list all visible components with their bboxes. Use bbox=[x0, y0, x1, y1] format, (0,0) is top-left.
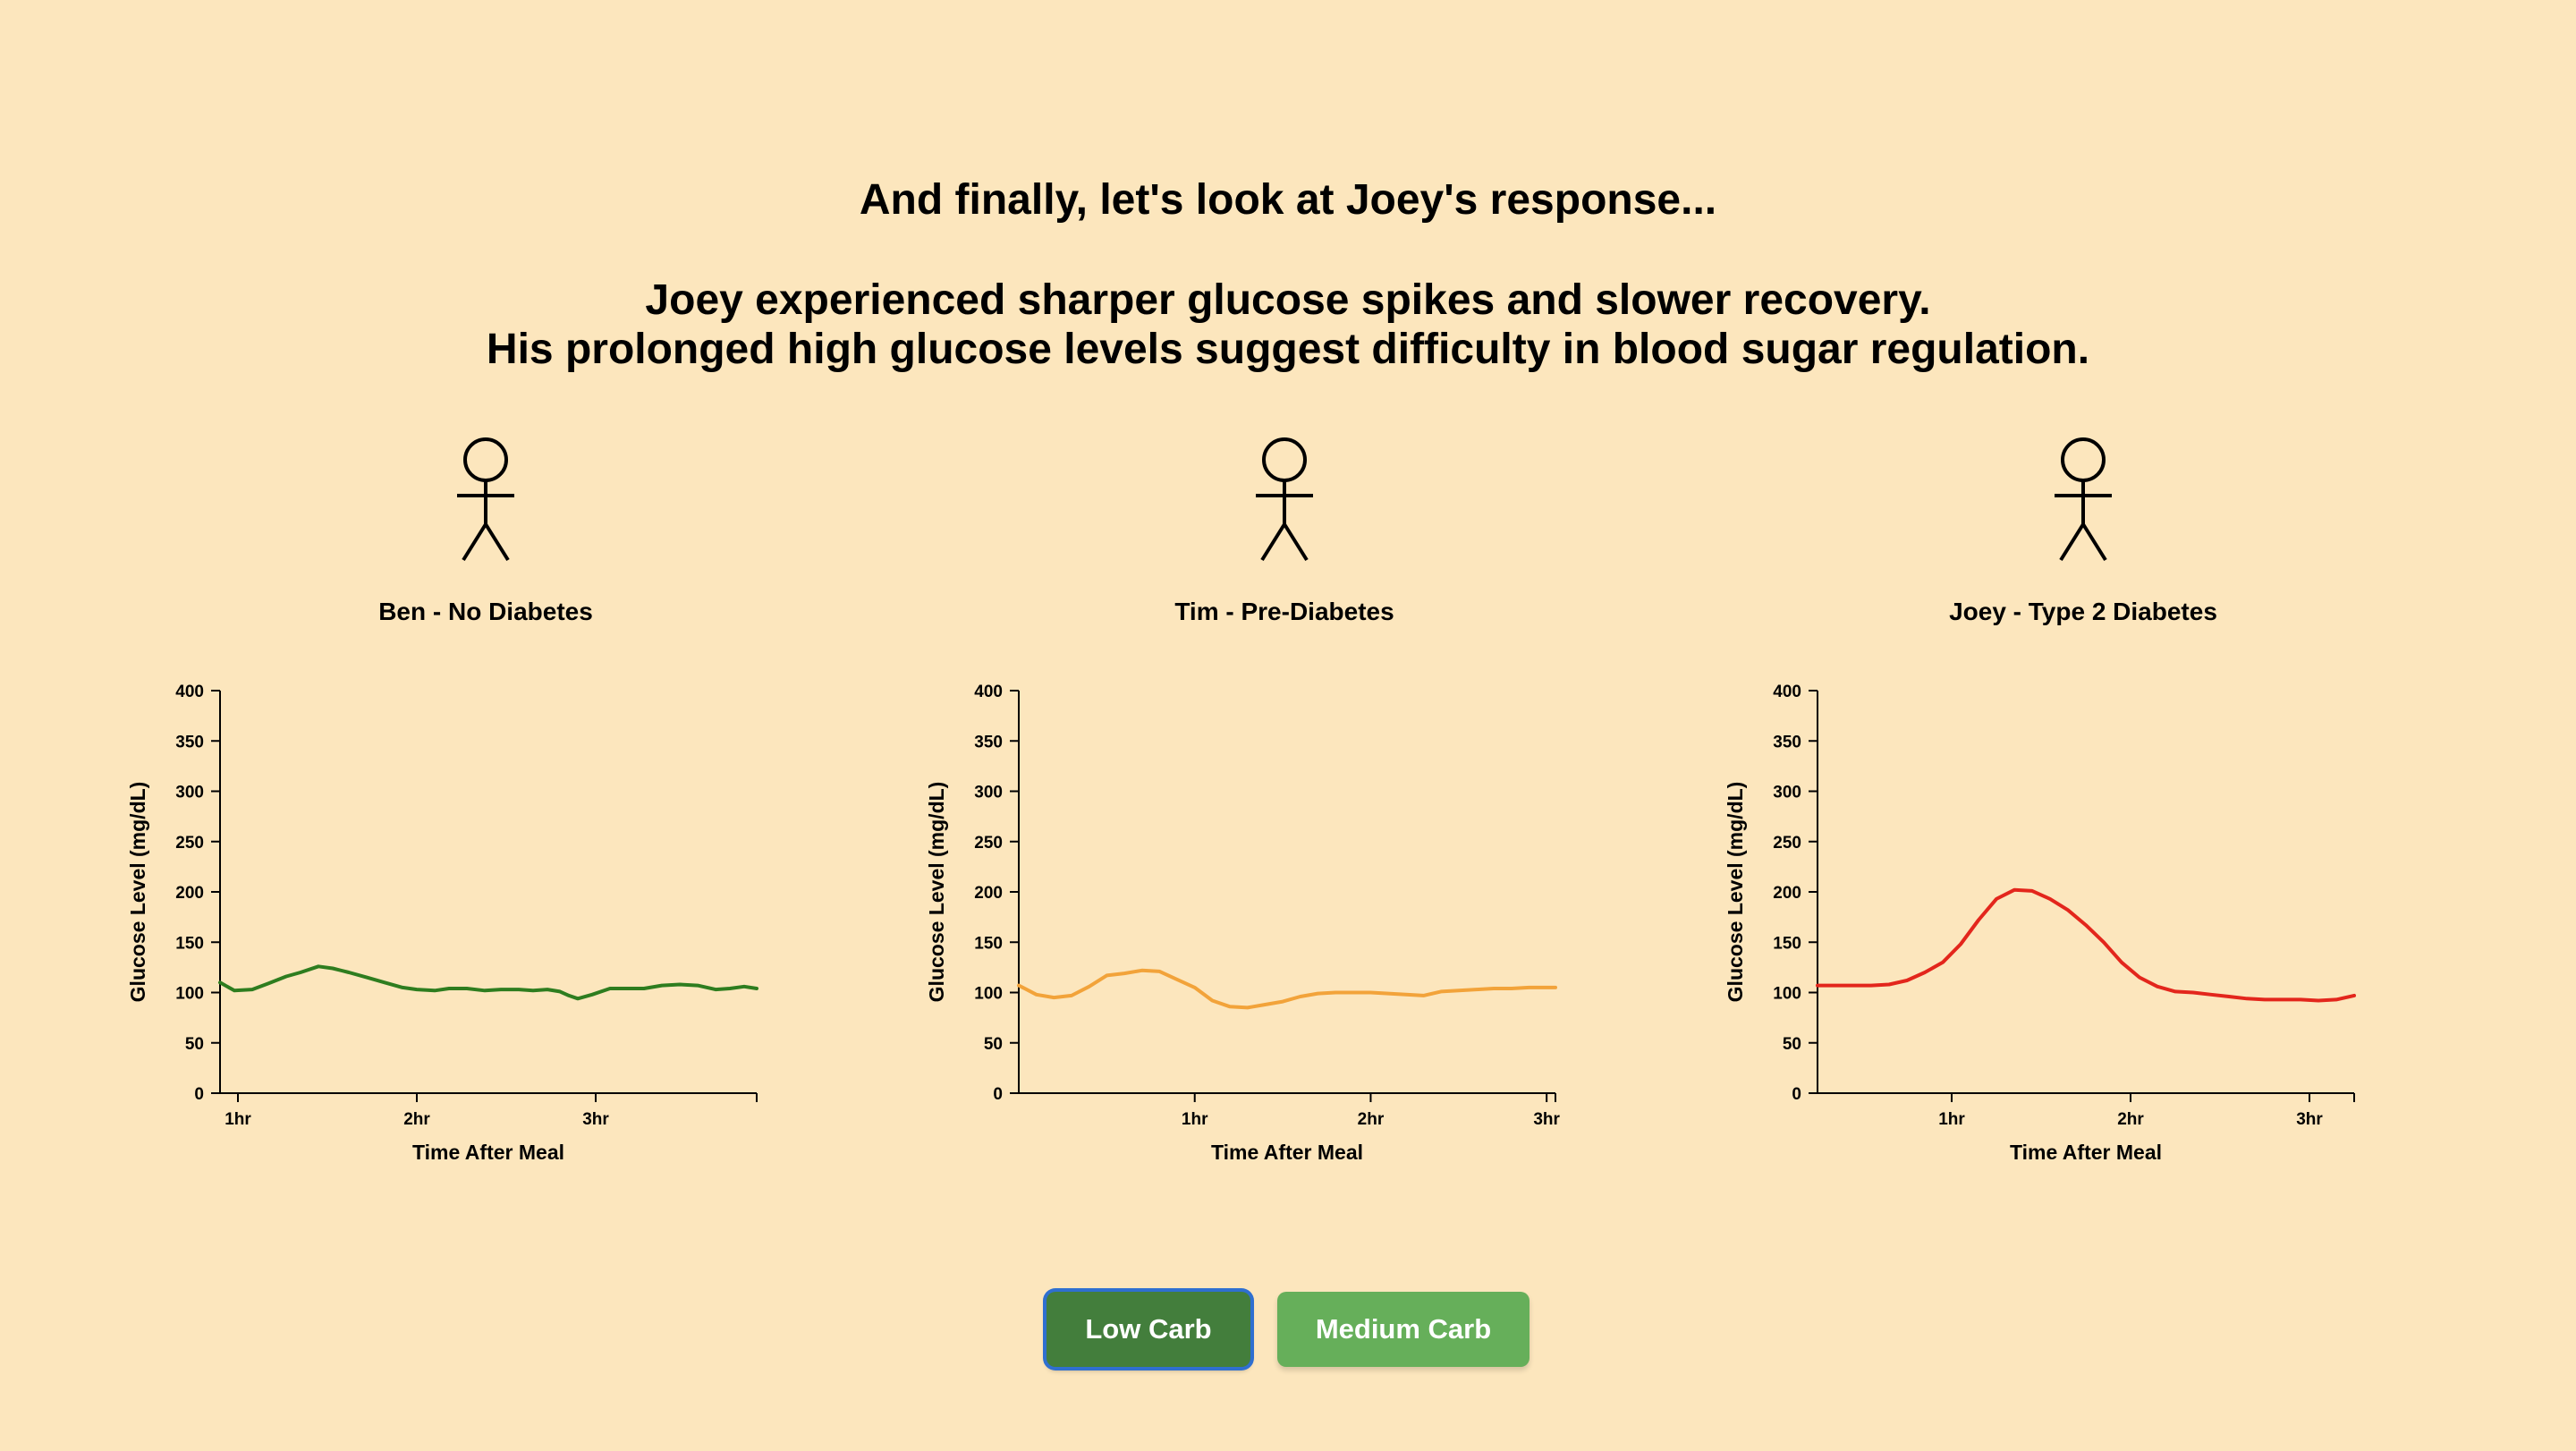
y-tick-label: 300 bbox=[1773, 784, 1801, 802]
x-axis-label: Time After Meal bbox=[412, 1141, 564, 1164]
y-tick-label: 200 bbox=[974, 884, 1003, 903]
glucose-series-line bbox=[1816, 887, 2356, 1003]
y-tick-label: 150 bbox=[1773, 934, 1801, 953]
y-axis-label: Glucose Level (mg/dL) bbox=[126, 782, 149, 1003]
y-tick-label: 150 bbox=[175, 934, 204, 953]
y-tick-label: 150 bbox=[974, 934, 1003, 953]
y-tick-label: 50 bbox=[185, 1035, 204, 1054]
stick-figure-icon bbox=[1256, 437, 1313, 562]
stick-figure-icon bbox=[2055, 437, 2112, 562]
person-name: Tim - Pre-Diabetes bbox=[1174, 598, 1394, 625]
summary-line-2: His prolonged high glucose levels sugges… bbox=[486, 326, 2090, 373]
y-tick-label: 0 bbox=[993, 1085, 1003, 1104]
y-tick-label: 300 bbox=[175, 784, 204, 802]
y-tick-label: 0 bbox=[1792, 1085, 1801, 1104]
glucose-chart-ben: 0 50 100 150 200 250 300 350 400 1hr 2hr 3hr Time Af… bbox=[126, 683, 758, 1164]
y-tick-label: 400 bbox=[1773, 683, 1801, 701]
glucose-chart-tim: 0 50 100 150 200 250 300 350 400 1hr 2hr 3hr Time Af… bbox=[925, 683, 1561, 1164]
y-axis-label: Glucose Level (mg/dL) bbox=[1724, 782, 1747, 1003]
y-tick-label: 350 bbox=[175, 733, 204, 751]
x-axis-label: Time After Meal bbox=[1211, 1141, 1363, 1164]
y-tick-label: 50 bbox=[1783, 1035, 1801, 1054]
y-tick-label: 400 bbox=[974, 683, 1003, 701]
person-name: Ben - No Diabetes bbox=[378, 598, 593, 625]
medium-carb-button[interactable]: Medium Carb bbox=[1277, 1292, 1530, 1367]
y-tick-label: 300 bbox=[974, 784, 1003, 802]
x-axis-label: Time After Meal bbox=[2010, 1141, 2162, 1164]
y-tick-label: 200 bbox=[1773, 884, 1801, 903]
y-tick-label: 400 bbox=[175, 683, 204, 701]
y-tick-label: 100 bbox=[1773, 985, 1801, 1004]
y-tick-label: 250 bbox=[175, 834, 204, 853]
summary-message: Joey experienced sharper glucose spikes … bbox=[0, 276, 2576, 374]
x-tick-label: 1hr bbox=[225, 1110, 251, 1129]
x-tick-label: 3hr bbox=[2296, 1110, 2323, 1129]
glucose-series-line bbox=[218, 964, 758, 1001]
x-tick-label: 2hr bbox=[2117, 1110, 2144, 1129]
low-carb-button[interactable]: Low Carb bbox=[1046, 1292, 1250, 1367]
x-tick-label: 3hr bbox=[1533, 1110, 1560, 1129]
stick-figure-icon bbox=[457, 437, 514, 562]
y-tick-label: 250 bbox=[974, 834, 1003, 853]
y-tick-label: 0 bbox=[194, 1085, 204, 1104]
y-tick-label: 100 bbox=[175, 985, 204, 1004]
y-tick-label: 350 bbox=[1773, 733, 1801, 751]
x-tick-label: 1hr bbox=[1938, 1110, 1965, 1129]
glucose-chart-joey: 0 50 100 150 200 250 300 350 400 1hr 2hr 3hr Time Af… bbox=[1724, 683, 2356, 1164]
heading: And finally, let's look at Joey's respon… bbox=[859, 176, 1717, 224]
carb-button-group: Low Carb Medium Carb bbox=[0, 1292, 2576, 1367]
x-tick-label: 2hr bbox=[403, 1110, 430, 1129]
glucose-series-line bbox=[1017, 968, 1557, 1010]
x-tick-label: 2hr bbox=[1358, 1110, 1385, 1129]
person-name: Joey - Type 2 Diabetes bbox=[1949, 598, 2217, 625]
y-tick-label: 350 bbox=[974, 733, 1003, 751]
x-tick-label: 1hr bbox=[1182, 1110, 1208, 1129]
y-axis-label: Glucose Level (mg/dL) bbox=[925, 782, 948, 1003]
x-tick-label: 3hr bbox=[582, 1110, 609, 1129]
summary-line-1: Joey experienced sharper glucose spikes … bbox=[645, 276, 1931, 324]
y-tick-label: 250 bbox=[1773, 834, 1801, 853]
y-tick-label: 100 bbox=[974, 985, 1003, 1004]
y-tick-label: 50 bbox=[984, 1035, 1003, 1054]
y-tick-label: 200 bbox=[175, 884, 204, 903]
